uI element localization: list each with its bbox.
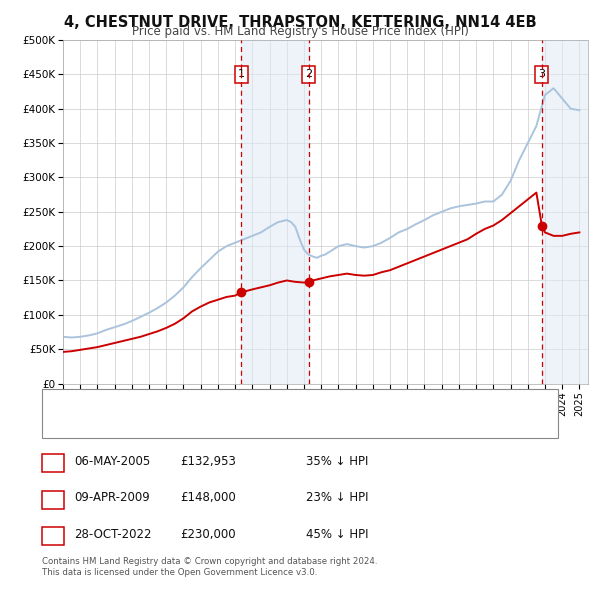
Text: £230,000: £230,000 bbox=[180, 528, 236, 541]
Text: 4, CHESTNUT DRIVE, THRAPSTON, KETTERING, NN14 4EB (detached house): 4, CHESTNUT DRIVE, THRAPSTON, KETTERING,… bbox=[84, 398, 476, 408]
Text: 2: 2 bbox=[49, 491, 56, 504]
Text: 2: 2 bbox=[305, 70, 312, 80]
Text: £148,000: £148,000 bbox=[180, 491, 236, 504]
Bar bbox=[241, 40, 308, 384]
Text: 45% ↓ HPI: 45% ↓ HPI bbox=[306, 528, 368, 541]
Text: 1: 1 bbox=[238, 70, 245, 80]
Text: This data is licensed under the Open Government Licence v3.0.: This data is licensed under the Open Gov… bbox=[42, 568, 317, 577]
Text: 06-MAY-2005: 06-MAY-2005 bbox=[74, 455, 151, 468]
Text: 23% ↓ HPI: 23% ↓ HPI bbox=[306, 491, 368, 504]
Text: 3: 3 bbox=[538, 70, 545, 80]
Text: HPI: Average price, detached house, North Northamptonshire: HPI: Average price, detached house, Nort… bbox=[84, 419, 404, 430]
Text: Price paid vs. HM Land Registry's House Price Index (HPI): Price paid vs. HM Land Registry's House … bbox=[131, 25, 469, 38]
Text: 28-OCT-2022: 28-OCT-2022 bbox=[74, 528, 152, 541]
Text: Contains HM Land Registry data © Crown copyright and database right 2024.: Contains HM Land Registry data © Crown c… bbox=[42, 558, 377, 566]
Text: 3: 3 bbox=[49, 528, 56, 541]
Text: 09-APR-2009: 09-APR-2009 bbox=[74, 491, 150, 504]
Bar bbox=[542, 40, 588, 384]
Text: £132,953: £132,953 bbox=[180, 455, 236, 468]
Text: 1: 1 bbox=[49, 455, 56, 468]
Text: 35% ↓ HPI: 35% ↓ HPI bbox=[306, 455, 368, 468]
Text: 4, CHESTNUT DRIVE, THRAPSTON, KETTERING, NN14 4EB: 4, CHESTNUT DRIVE, THRAPSTON, KETTERING,… bbox=[64, 15, 536, 30]
